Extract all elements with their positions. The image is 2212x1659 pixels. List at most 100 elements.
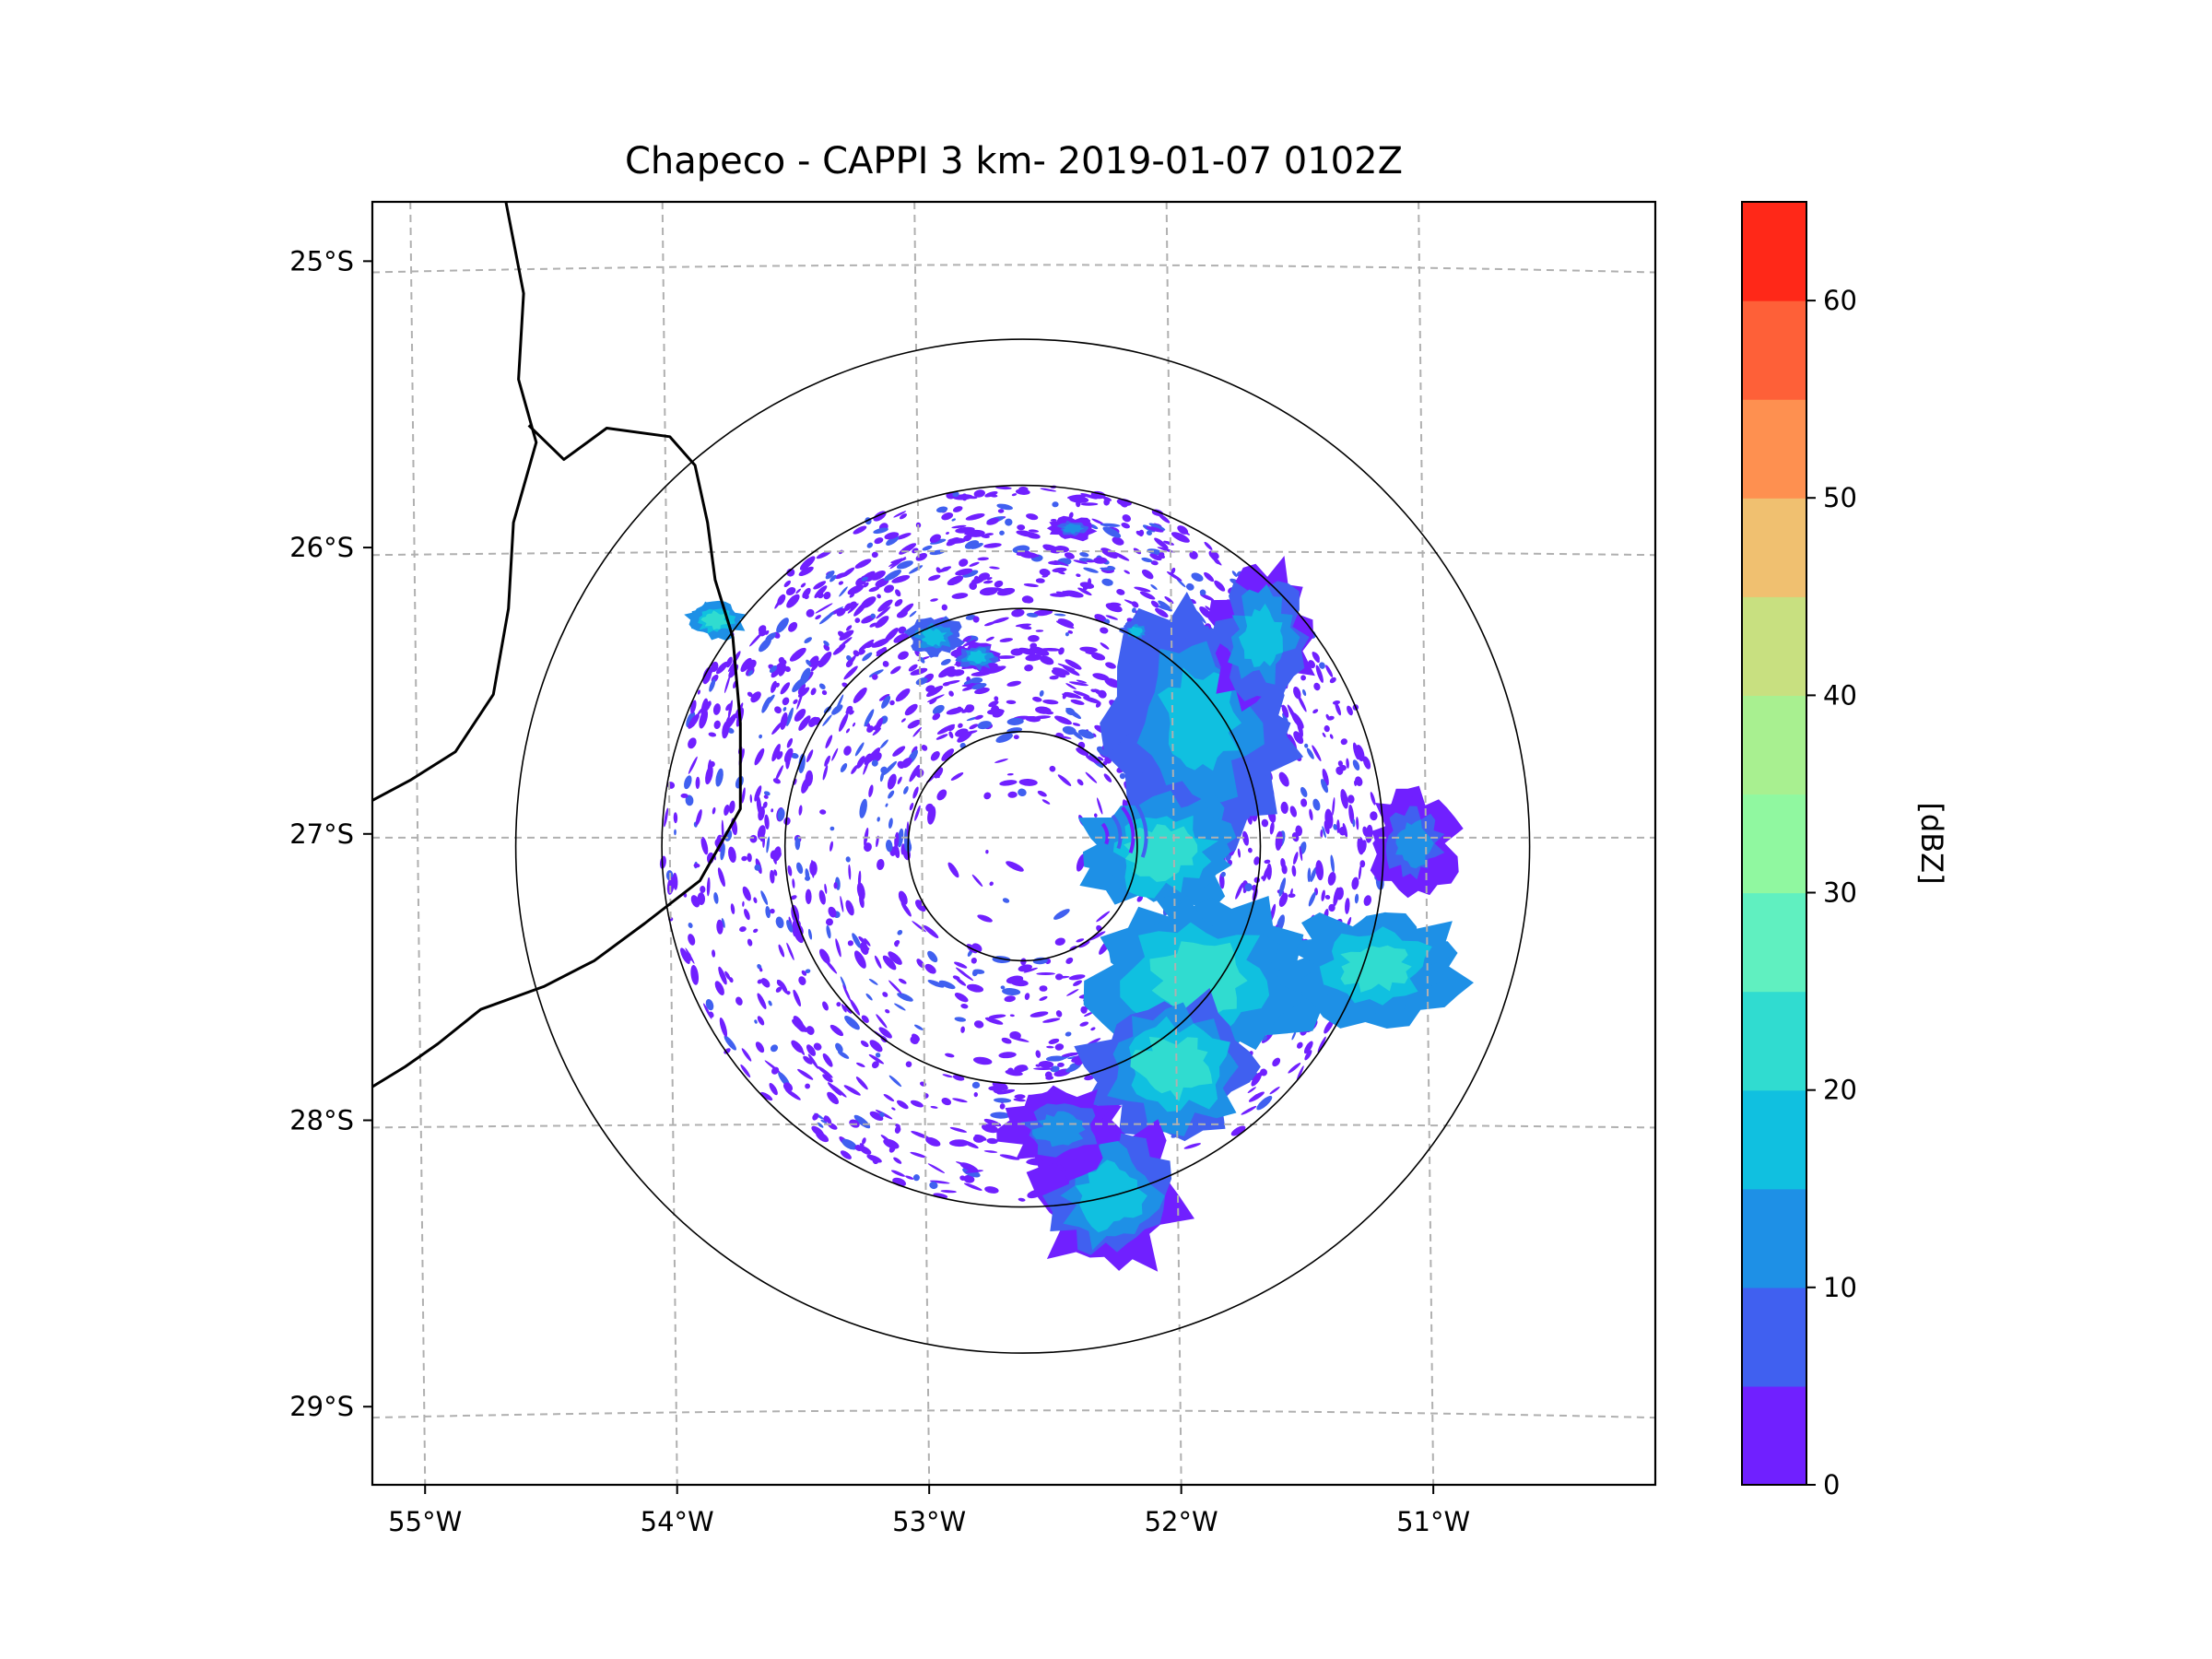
echo-speckle [786,594,800,608]
echo-speckle [1347,705,1353,716]
echo-speckle [1053,559,1069,567]
echo-speckle [721,819,724,840]
echo-speckle [921,745,928,751]
echo-speckle [1326,715,1335,721]
echo-speckle [693,863,700,868]
echo-speckle [757,825,766,840]
echo-speckle [947,575,964,586]
echo-speckle [1320,829,1324,839]
echo-speckle [1370,811,1378,821]
echo-speckle [1097,797,1103,815]
echo-speckle [1021,595,1032,604]
echo-speckle [1040,488,1057,492]
echo-speckle [919,656,925,664]
echo-speckle [845,856,851,863]
echo-speckle [1073,980,1082,986]
colorbar-segment [1742,300,1806,400]
echo-speckle [1039,655,1054,665]
echo-speckle [999,1154,1020,1160]
echo-speckle [784,1088,801,1100]
echo-speckle [841,1138,857,1150]
parallel-gridline [372,550,1655,557]
echo-speckle [782,707,787,712]
echo-speckle [1275,830,1283,851]
colorbar-segment [1742,399,1806,499]
lat-tick-label: 26°S [289,532,354,563]
echo-speckle [823,958,838,974]
echo-speckle [866,542,874,548]
echo-speckle [1147,548,1163,556]
echo-speckle [1337,760,1344,767]
echo-speckle [1030,1011,1049,1018]
echo-speckle [948,690,954,697]
lon-tick-label: 52°W [1145,1506,1218,1537]
echo-speckle [1018,964,1032,972]
echo-speckle [965,1170,983,1173]
echo-speckle [1208,554,1222,566]
echo-speckle [1146,526,1164,533]
echo-speckle [1308,891,1316,907]
echo-speckle [930,598,938,602]
echo-speckle [1362,756,1371,770]
echo-speckle [1093,688,1104,696]
echo-speckle [873,511,887,522]
echo-speckle [1091,518,1104,524]
echo-speckle [978,572,991,581]
echo-speckle [1100,627,1109,634]
echo-speckle [1355,745,1365,762]
echo-speckle [1014,1065,1028,1073]
echo-speckle [971,874,983,887]
echo-speckle [905,1175,914,1180]
echo-speckle [872,1158,879,1165]
echo-speckle [744,909,750,921]
echo-speckle [1321,889,1325,901]
echo-speckle [840,1150,852,1159]
echo-speckle [703,1003,712,1019]
echo-speckle [1006,700,1017,705]
echo-speckle [1136,895,1144,902]
echo-speckle [1315,860,1324,881]
echo-speckle [1352,818,1356,828]
echo-speckle [770,908,775,914]
echo-speckle [887,773,897,790]
echo-speckle [1058,647,1065,655]
echo-speckle [1091,653,1106,661]
echo-speckle [915,552,927,561]
echo-speckle [974,714,983,720]
echo-speckle [704,700,712,712]
border-line [372,424,742,1088]
echo-speckle [813,581,827,590]
echo-speckle [888,1145,896,1153]
echo-speckle [854,559,872,569]
echo-speckle [1100,642,1110,650]
echo-speckle [903,786,909,794]
echo-speckle [1035,706,1052,714]
echo-speckle [1231,571,1238,577]
cell-contour [967,650,988,665]
colorbar-segment [1742,1385,1806,1486]
echo-speckle [816,550,832,559]
echo-speckle [866,725,875,733]
echo-speckle [783,747,794,763]
echo-speckle [900,718,906,723]
echo-speckle [1042,699,1059,705]
echo-speckle [1272,1057,1281,1067]
echo-speckle [680,947,690,964]
echo-speckle [1068,681,1088,687]
echo-speckle [1150,560,1159,566]
echo-speckle [838,581,844,585]
echo-speckle [742,886,751,901]
echo-speckle [769,665,778,673]
echo-speckle [828,906,837,918]
echo-speckle [672,872,678,890]
echo-speckle [798,753,806,774]
echo-speckle [977,914,993,923]
echo-speckle [983,621,996,627]
echo-speckle [1100,547,1118,559]
echo-speckle [1332,700,1341,705]
echo-speckle [780,682,791,695]
echo-speckle [818,683,826,690]
echo-speckle [895,533,912,540]
echo-speckle [1018,647,1036,655]
echo-speckle [759,968,763,972]
